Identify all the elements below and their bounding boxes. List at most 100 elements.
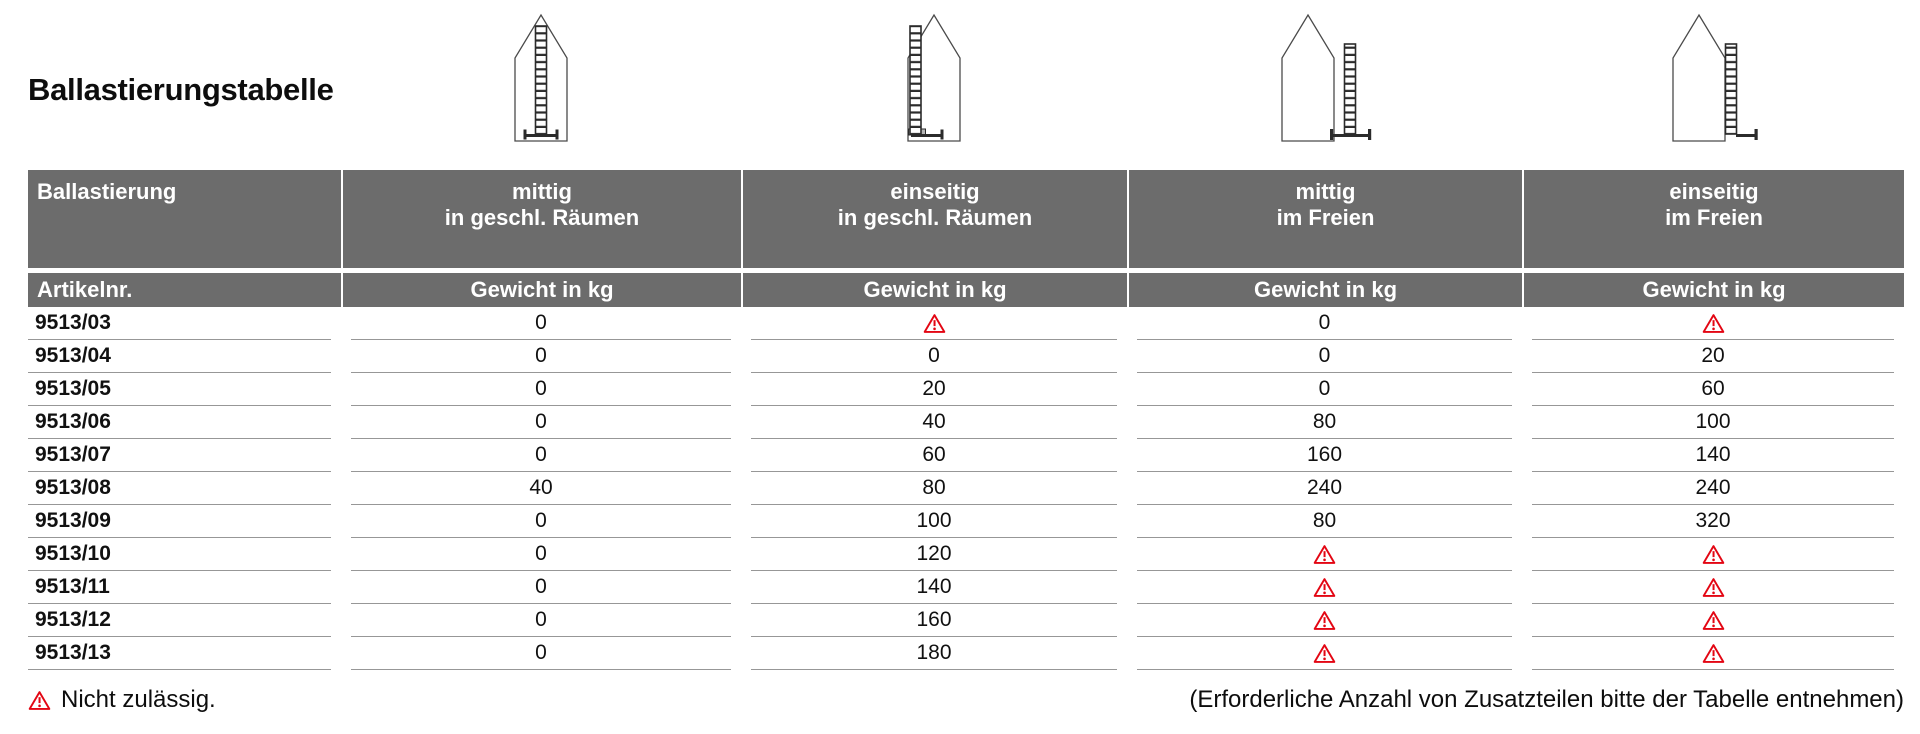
table-row: 9513/10 0 120 — [28, 538, 1904, 571]
header-weight-kg: Gewicht in kg — [741, 273, 1127, 307]
table-header-row-units: Artikelnr. Gewicht in kg Gewicht in kg G… — [28, 273, 1904, 307]
weight-value: 0 — [351, 307, 731, 340]
weight-value: 140 — [751, 571, 1117, 604]
weight-value: 0 — [1137, 307, 1512, 340]
weight-value: 60 — [1532, 373, 1894, 406]
weight-value: 240 — [1137, 472, 1512, 505]
weight-value: 160 — [1137, 439, 1512, 472]
footer: Nicht zulässig. (Erforderliche Anzahl vo… — [28, 686, 1904, 714]
weight-value: 80 — [751, 472, 1117, 505]
article-number: 9513/07 — [28, 439, 331, 472]
not-permitted-warning-icon — [1137, 604, 1512, 637]
weight-value: 0 — [751, 340, 1117, 373]
header-ballastierung: Ballastierung — [28, 170, 341, 268]
table-row: 9513/11 0 140 — [28, 571, 1904, 604]
warning-triangle-icon — [28, 690, 51, 711]
table-row: 9513/12 0 160 — [28, 604, 1904, 637]
not-permitted-warning-icon — [1532, 538, 1894, 571]
weight-value: 60 — [751, 439, 1117, 472]
house-ladder-centered-outdoors-icon — [1281, 13, 1372, 142]
article-number: 9513/10 — [28, 538, 331, 571]
header-col-mittig-indoors: mittig in geschl. Räumen — [341, 170, 741, 268]
header-weight-kg: Gewicht in kg — [1522, 273, 1904, 307]
ballast-table: Ballastierung mittig in geschl. Räumen e… — [28, 170, 1904, 670]
weight-value: 180 — [751, 637, 1117, 670]
warning-triangle-icon — [1702, 643, 1724, 663]
table-row: 9513/13 0 180 — [28, 637, 1904, 670]
weight-value: 0 — [351, 373, 731, 406]
article-number: 9513/06 — [28, 406, 331, 439]
warning-triangle-icon — [1702, 610, 1724, 630]
weight-value: 0 — [1137, 340, 1512, 373]
weight-value: 100 — [1532, 406, 1894, 439]
header-weight-kg: Gewicht in kg — [341, 273, 741, 307]
house-ladder-one-sided-outdoors-icon — [1672, 13, 1758, 142]
table-body: 9513/03 0 0 9513/04 0 0 0 20 9513/05 0 20 0 60 9513… — [28, 307, 1904, 670]
weight-value: 0 — [351, 538, 731, 571]
article-number: 9513/05 — [28, 373, 331, 406]
weight-value: 0 — [351, 505, 731, 538]
table-row: 9513/07 0 60 160 140 — [28, 439, 1904, 472]
header-line2: in geschl. Räumen — [444, 205, 640, 230]
header-line1: einseitig — [1669, 179, 1759, 204]
weight-value: 120 — [751, 538, 1117, 571]
weight-value: 0 — [351, 439, 731, 472]
warning-triangle-icon — [1313, 544, 1336, 564]
table-row: 9513/09 0 100 80 320 — [28, 505, 1904, 538]
house-ladder-one-sided-indoors-icon — [907, 13, 961, 142]
house-ladder-centered-indoors-icon — [514, 13, 568, 142]
article-number: 9513/03 — [28, 307, 331, 340]
header-artikelnr: Artikelnr. — [28, 273, 341, 307]
weight-value: 320 — [1532, 505, 1894, 538]
table-row: 9513/06 0 40 80 100 — [28, 406, 1904, 439]
weight-value: 0 — [351, 340, 731, 373]
weight-value: 80 — [1137, 406, 1512, 439]
header-line1: mittig — [1295, 179, 1356, 204]
weight-value: 160 — [751, 604, 1117, 637]
not-permitted-warning-icon — [751, 307, 1117, 340]
header-line1: einseitig — [890, 179, 980, 204]
weight-value: 80 — [1137, 505, 1512, 538]
not-permitted-warning-icon — [1137, 538, 1512, 571]
article-number: 9513/08 — [28, 472, 331, 505]
article-number: 9513/12 — [28, 604, 331, 637]
header-line2: im Freien — [1276, 205, 1375, 230]
weight-value: 40 — [751, 406, 1117, 439]
weight-value: 40 — [351, 472, 731, 505]
warning-triangle-icon — [1702, 544, 1724, 564]
page-title: Ballastierungstabelle — [28, 72, 334, 107]
weight-value: 0 — [351, 637, 731, 670]
weight-value: 0 — [351, 604, 731, 637]
weight-value: 100 — [751, 505, 1117, 538]
header-col-einseitig-indoors: einseitig in geschl. Räumen — [741, 170, 1127, 268]
warning-triangle-icon — [28, 690, 51, 710]
weight-value: 20 — [751, 373, 1117, 406]
legend-not-permitted: Nicht zulässig. — [28, 686, 216, 714]
table-row: 9513/08 40 80 240 240 — [28, 472, 1904, 505]
weight-value: 0 — [351, 571, 731, 604]
header-col-mittig-outdoors: mittig im Freien — [1127, 170, 1522, 268]
warning-triangle-icon — [1313, 610, 1336, 630]
article-number: 9513/04 — [28, 340, 331, 373]
warning-triangle-icon — [923, 313, 945, 333]
table-row: 9513/05 0 20 0 60 — [28, 373, 1904, 406]
not-permitted-warning-icon — [1532, 571, 1894, 604]
table-row: 9513/03 0 0 — [28, 307, 1904, 340]
footer-note: (Erforderliche Anzahl von Zusatzteilen b… — [1189, 686, 1904, 713]
header-line2: im Freien — [1665, 205, 1763, 230]
weight-value: 0 — [1137, 373, 1512, 406]
weight-value: 0 — [351, 406, 731, 439]
table-row: 9513/04 0 0 0 20 — [28, 340, 1904, 373]
not-permitted-warning-icon — [1532, 307, 1894, 340]
weight-value: 20 — [1532, 340, 1894, 373]
warning-triangle-icon — [1313, 577, 1336, 597]
not-permitted-warning-icon — [1532, 604, 1894, 637]
warning-triangle-icon — [1313, 643, 1336, 663]
not-permitted-warning-icon — [1532, 637, 1894, 670]
article-number: 9513/11 — [28, 571, 331, 604]
article-number: 9513/09 — [28, 505, 331, 538]
legend-text: Nicht zulässig. — [61, 686, 216, 713]
header-weight-kg: Gewicht in kg — [1127, 273, 1522, 307]
header-col-einseitig-outdoors: einseitig im Freien — [1522, 170, 1904, 268]
